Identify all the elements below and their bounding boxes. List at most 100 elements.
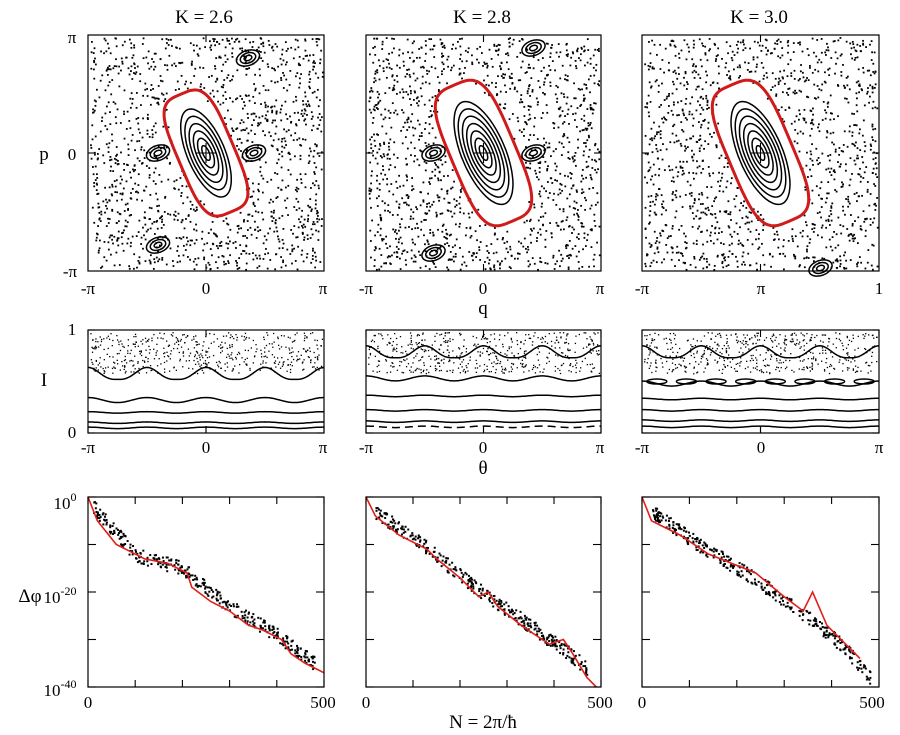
- chaos-point: [402, 111, 405, 114]
- chaos-point: [470, 234, 473, 237]
- chaos-point: [863, 220, 866, 223]
- chaos-point: [121, 365, 124, 367]
- chaos-point: [715, 58, 717, 60]
- chaos-point: [388, 168, 391, 171]
- chaos-point: [148, 176, 151, 179]
- chaos-point: [115, 122, 118, 125]
- chaos-point: [500, 351, 502, 354]
- chaos-point: [681, 206, 684, 208]
- chaos-point: [557, 107, 560, 110]
- chaos-point: [402, 60, 405, 63]
- chaos-point: [277, 363, 280, 365]
- chaos-point: [206, 363, 208, 365]
- chaos-point: [827, 218, 830, 221]
- chaos-point: [689, 207, 692, 210]
- chaos-point: [592, 186, 594, 189]
- chaos-point: [306, 105, 309, 108]
- chaos-point: [805, 164, 808, 167]
- chaos-point: [422, 332, 424, 334]
- chaos-point: [677, 66, 680, 69]
- chaos-point: [532, 67, 535, 70]
- chaos-point: [423, 350, 426, 353]
- chaos-point: [851, 173, 853, 175]
- chaos-point: [199, 85, 202, 88]
- chaos-point: [136, 198, 139, 201]
- chaos-point: [273, 362, 276, 364]
- chaos-point: [374, 53, 377, 56]
- chaos-point: [151, 136, 154, 139]
- chaos-point: [590, 228, 593, 231]
- chaos-point: [385, 242, 387, 245]
- chaos-point: [777, 81, 780, 84]
- chaos-point: [389, 245, 391, 248]
- chaos-point: [564, 185, 567, 188]
- chaos-point: [393, 88, 396, 91]
- chaos-point: [377, 345, 379, 348]
- chaos-point: [452, 350, 454, 352]
- chaos-point: [755, 262, 758, 265]
- chaos-point: [662, 143, 664, 145]
- chaos-point: [272, 139, 275, 142]
- chaos-point: [410, 341, 413, 343]
- chaos-point: [859, 180, 862, 183]
- chaos-point: [197, 257, 200, 260]
- chaos-point: [416, 353, 418, 355]
- chaos-point: [820, 38, 823, 40]
- chaos-point: [386, 372, 388, 374]
- chaos-point: [431, 349, 433, 351]
- chaos-point: [508, 75, 511, 78]
- chaos-point: [465, 351, 467, 353]
- chaos-point: [847, 234, 850, 237]
- chaos-point: [394, 109, 397, 112]
- chaos-point: [803, 117, 806, 120]
- chaos-point: [532, 341, 534, 343]
- chaos-point: [575, 65, 577, 67]
- chaos-point: [407, 197, 410, 199]
- chaos-point: [144, 82, 147, 85]
- chaos-point: [267, 39, 270, 42]
- chaos-point: [557, 86, 559, 89]
- chaos-point: [121, 60, 124, 63]
- chaos-point: [504, 257, 507, 260]
- chaos-point: [201, 349, 204, 352]
- chaos-point: [283, 137, 286, 140]
- chaos-point: [112, 67, 115, 70]
- chaos-point: [374, 45, 376, 48]
- chaos-point: [548, 360, 550, 363]
- chaos-point: [807, 96, 810, 99]
- chaos-point: [858, 91, 861, 94]
- chaos-point: [311, 258, 314, 261]
- chaos-point: [799, 113, 801, 116]
- chaos-point: [398, 206, 400, 209]
- chaos-point: [412, 188, 415, 190]
- chaos-point: [494, 227, 496, 229]
- chaos-point: [428, 202, 430, 205]
- chaos-point: [245, 252, 248, 255]
- chaos-point: [254, 73, 257, 76]
- chaos-point: [444, 243, 446, 246]
- chaos-point: [484, 261, 486, 263]
- chaos-point: [425, 350, 427, 352]
- chaos-point: [490, 352, 492, 355]
- chaos-point: [589, 174, 592, 176]
- chaos-point: [236, 97, 239, 100]
- chaos-point: [371, 170, 373, 173]
- chaos-point: [108, 81, 111, 83]
- chaos-point: [657, 91, 660, 93]
- chaos-point: [123, 40, 126, 43]
- chaos-point: [765, 39, 768, 42]
- chaos-point: [582, 154, 585, 157]
- chaos-point: [554, 93, 557, 96]
- chaos-point: [500, 68, 502, 71]
- chaos-point: [281, 247, 284, 249]
- chaos-point: [549, 69, 552, 71]
- chaos-point: [592, 350, 594, 352]
- chaos-point: [691, 58, 694, 61]
- chaos-point: [293, 206, 296, 208]
- chaos-point: [821, 197, 823, 200]
- chaos-point: [583, 97, 586, 100]
- chaos-point: [124, 359, 127, 361]
- chaos-point: [289, 371, 292, 374]
- chaos-point: [145, 341, 147, 343]
- chaos-point: [221, 341, 223, 343]
